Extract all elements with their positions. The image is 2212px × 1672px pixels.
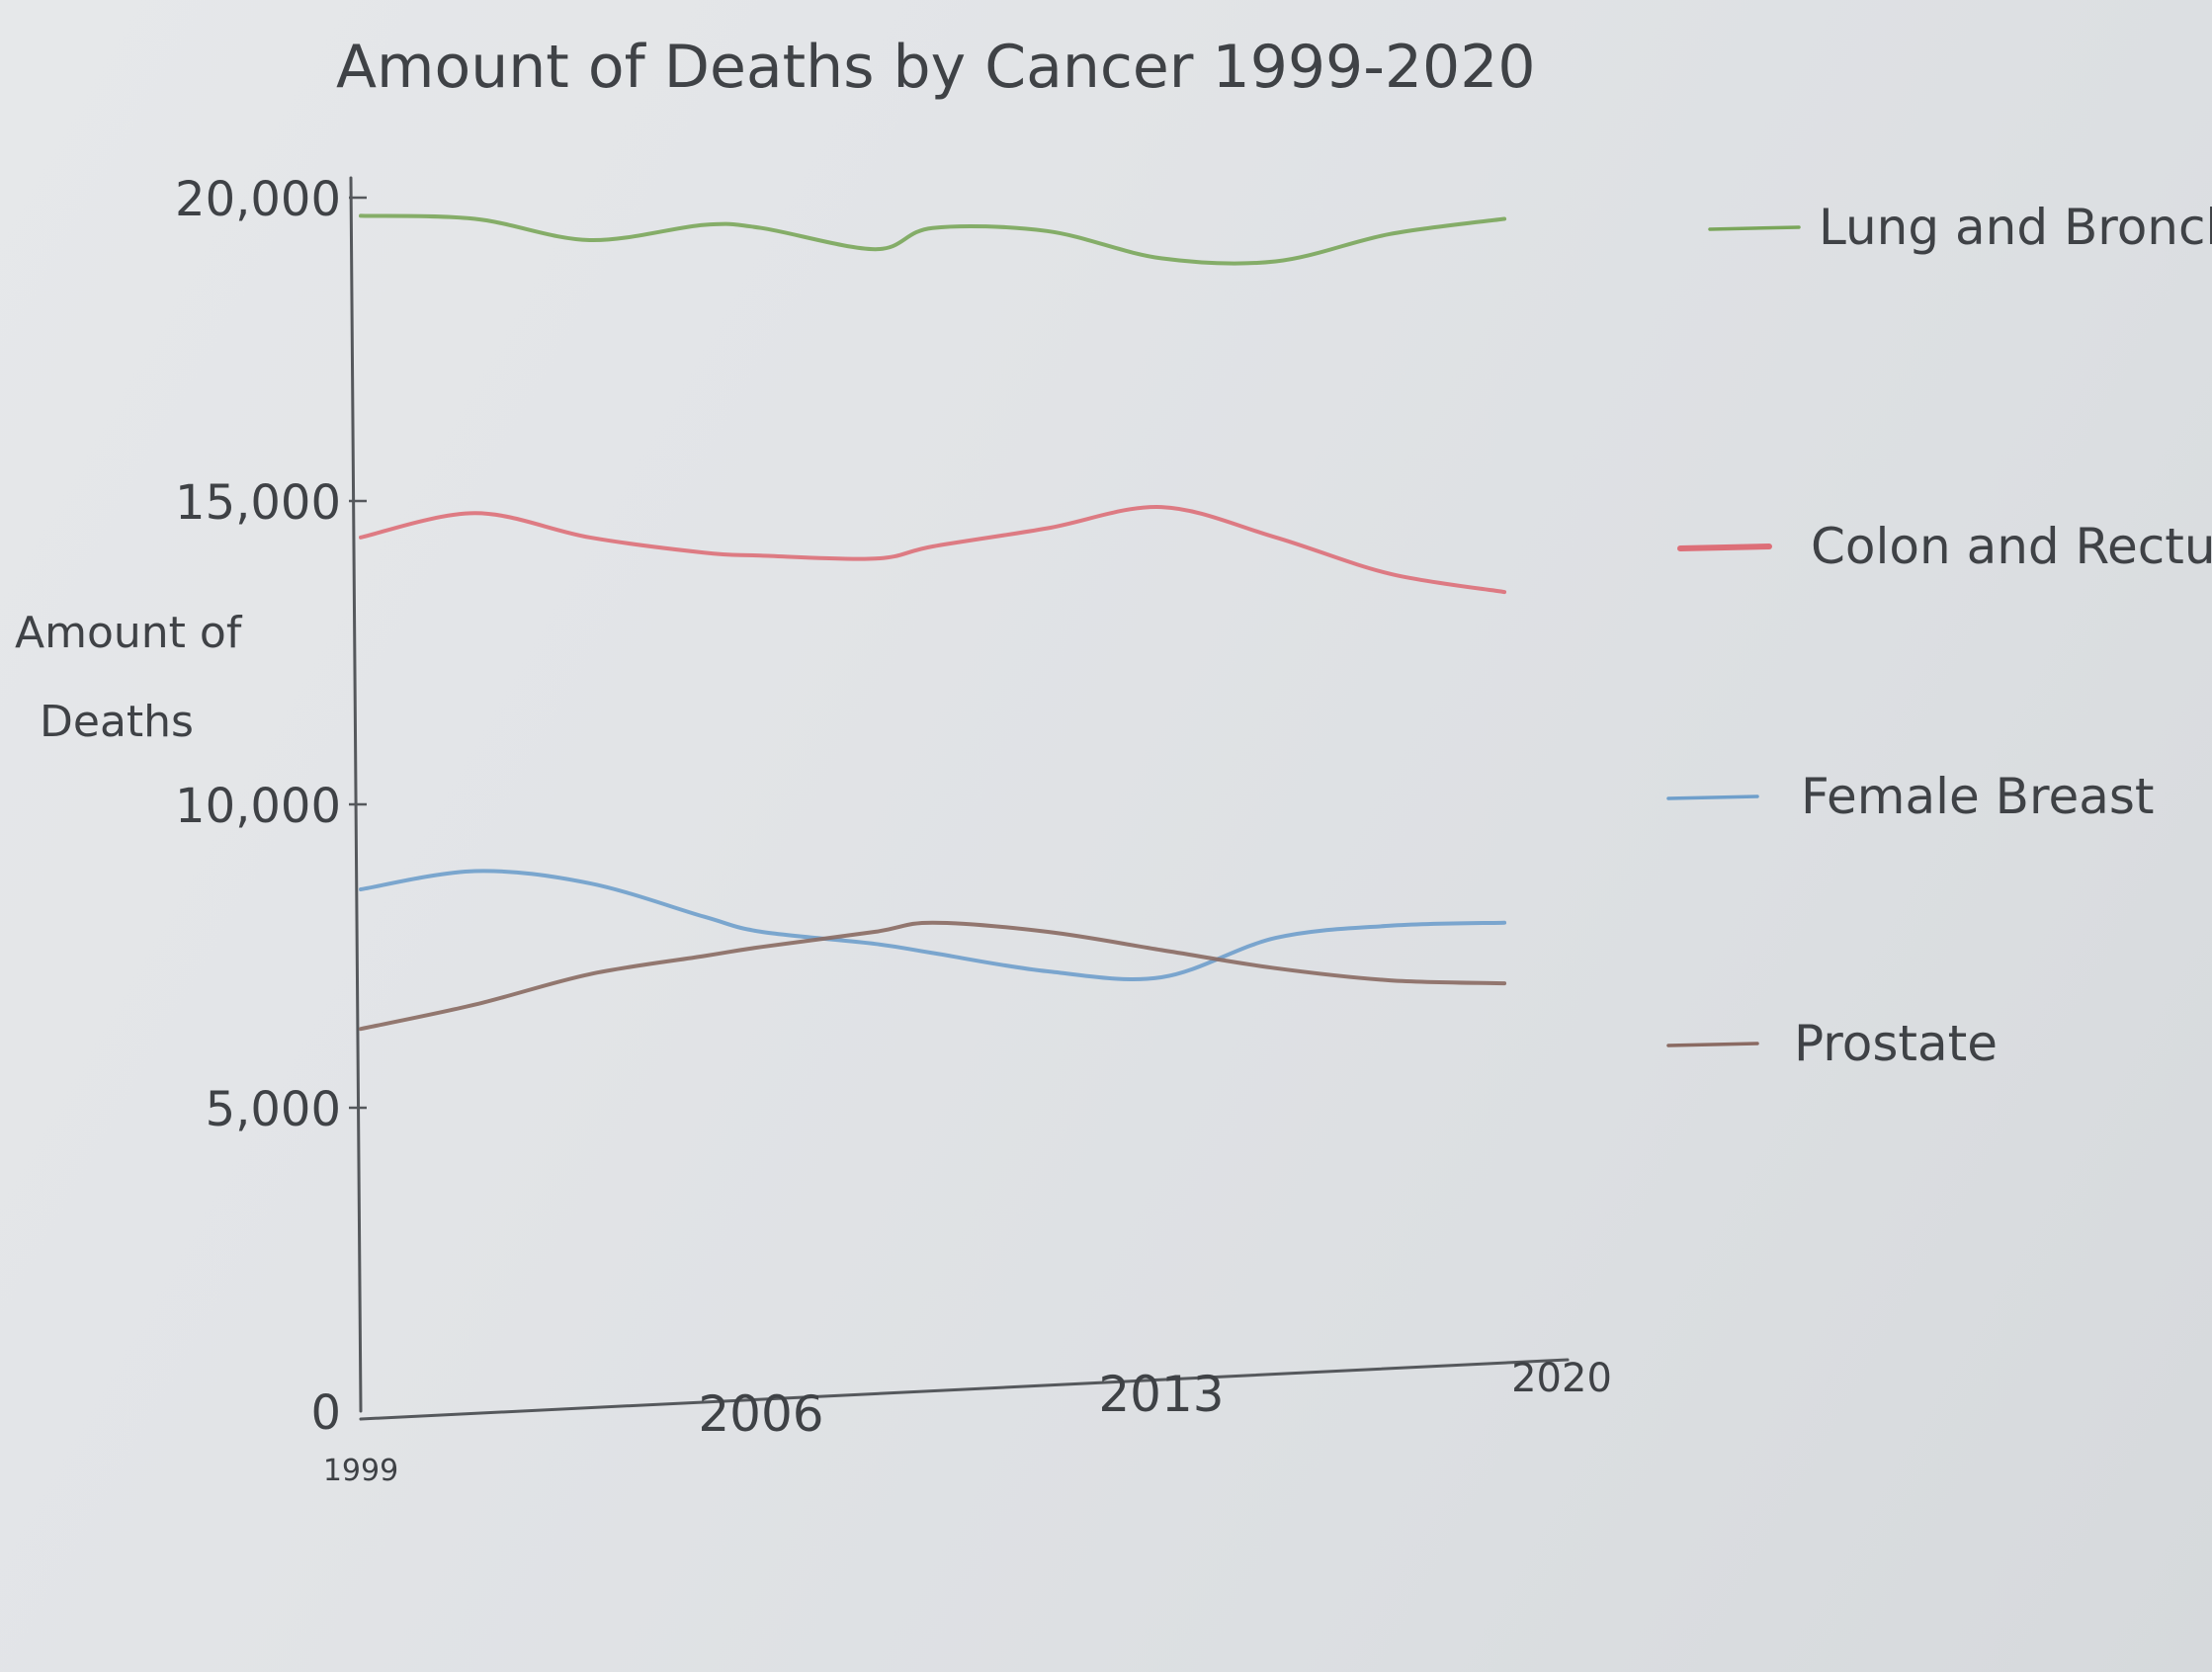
series-line-female-breast [359, 869, 1507, 981]
y-tick-label: 10,000 [175, 779, 341, 834]
legend-swatch [1666, 794, 1759, 800]
legend-swatch [1708, 225, 1801, 231]
series-lines [359, 213, 1507, 1032]
y-tick-label: 15,000 [175, 475, 341, 531]
x-tick-label: 1999 [323, 1454, 398, 1488]
legend-item-prostate: Prostate [1666, 1015, 1998, 1072]
y-axis-line [349, 176, 363, 1413]
y-tick-label: 20,000 [175, 172, 341, 227]
series-line-colon-and-rectum [359, 505, 1507, 595]
legend-swatch [1666, 1042, 1759, 1047]
y-axis-label: Amount of Deaths [15, 608, 243, 747]
legend: Lung and Bronchus Colon and Rectum Female … [1666, 199, 2212, 1072]
legend-item-colon-and-rectum: Colon and Rectum [1677, 518, 2212, 575]
axes [349, 176, 1570, 1421]
y-axis-ticks: 0 5,000 10,000 15,000 20,000 [175, 172, 367, 1441]
y-axis-label-line-2: Deaths [40, 697, 194, 747]
x-axis-ticks: 1999 2006 2013 2020 [323, 1356, 1612, 1488]
y-axis-label-line-1: Amount of [15, 608, 243, 658]
chart-title: Amount of Deaths by Cancer 1999-2020 [336, 33, 1536, 102]
y-tick-label: 0 [310, 1385, 341, 1441]
x-tick-label: 2013 [1098, 1366, 1224, 1423]
y-tick-label: 5,000 [206, 1082, 341, 1137]
series-line-prostate [359, 920, 1507, 1032]
legend-item-female-breast: Female Breast [1666, 768, 2155, 825]
legend-swatch [1677, 543, 1772, 551]
x-tick-label: 2020 [1511, 1356, 1612, 1401]
legend-label: Prostate [1794, 1015, 1998, 1072]
legend-label: Lung and Bronchus [1819, 199, 2212, 256]
legend-label: Colon and Rectum [1811, 518, 2212, 575]
series-line-lung-and-bronchus [359, 213, 1507, 266]
legend-label: Female Breast [1801, 768, 2155, 825]
legend-item-lung-and-bronchus: Lung and Bronchus [1708, 199, 2212, 256]
x-tick-label: 2006 [698, 1385, 823, 1443]
x-axis-line [359, 1358, 1570, 1421]
